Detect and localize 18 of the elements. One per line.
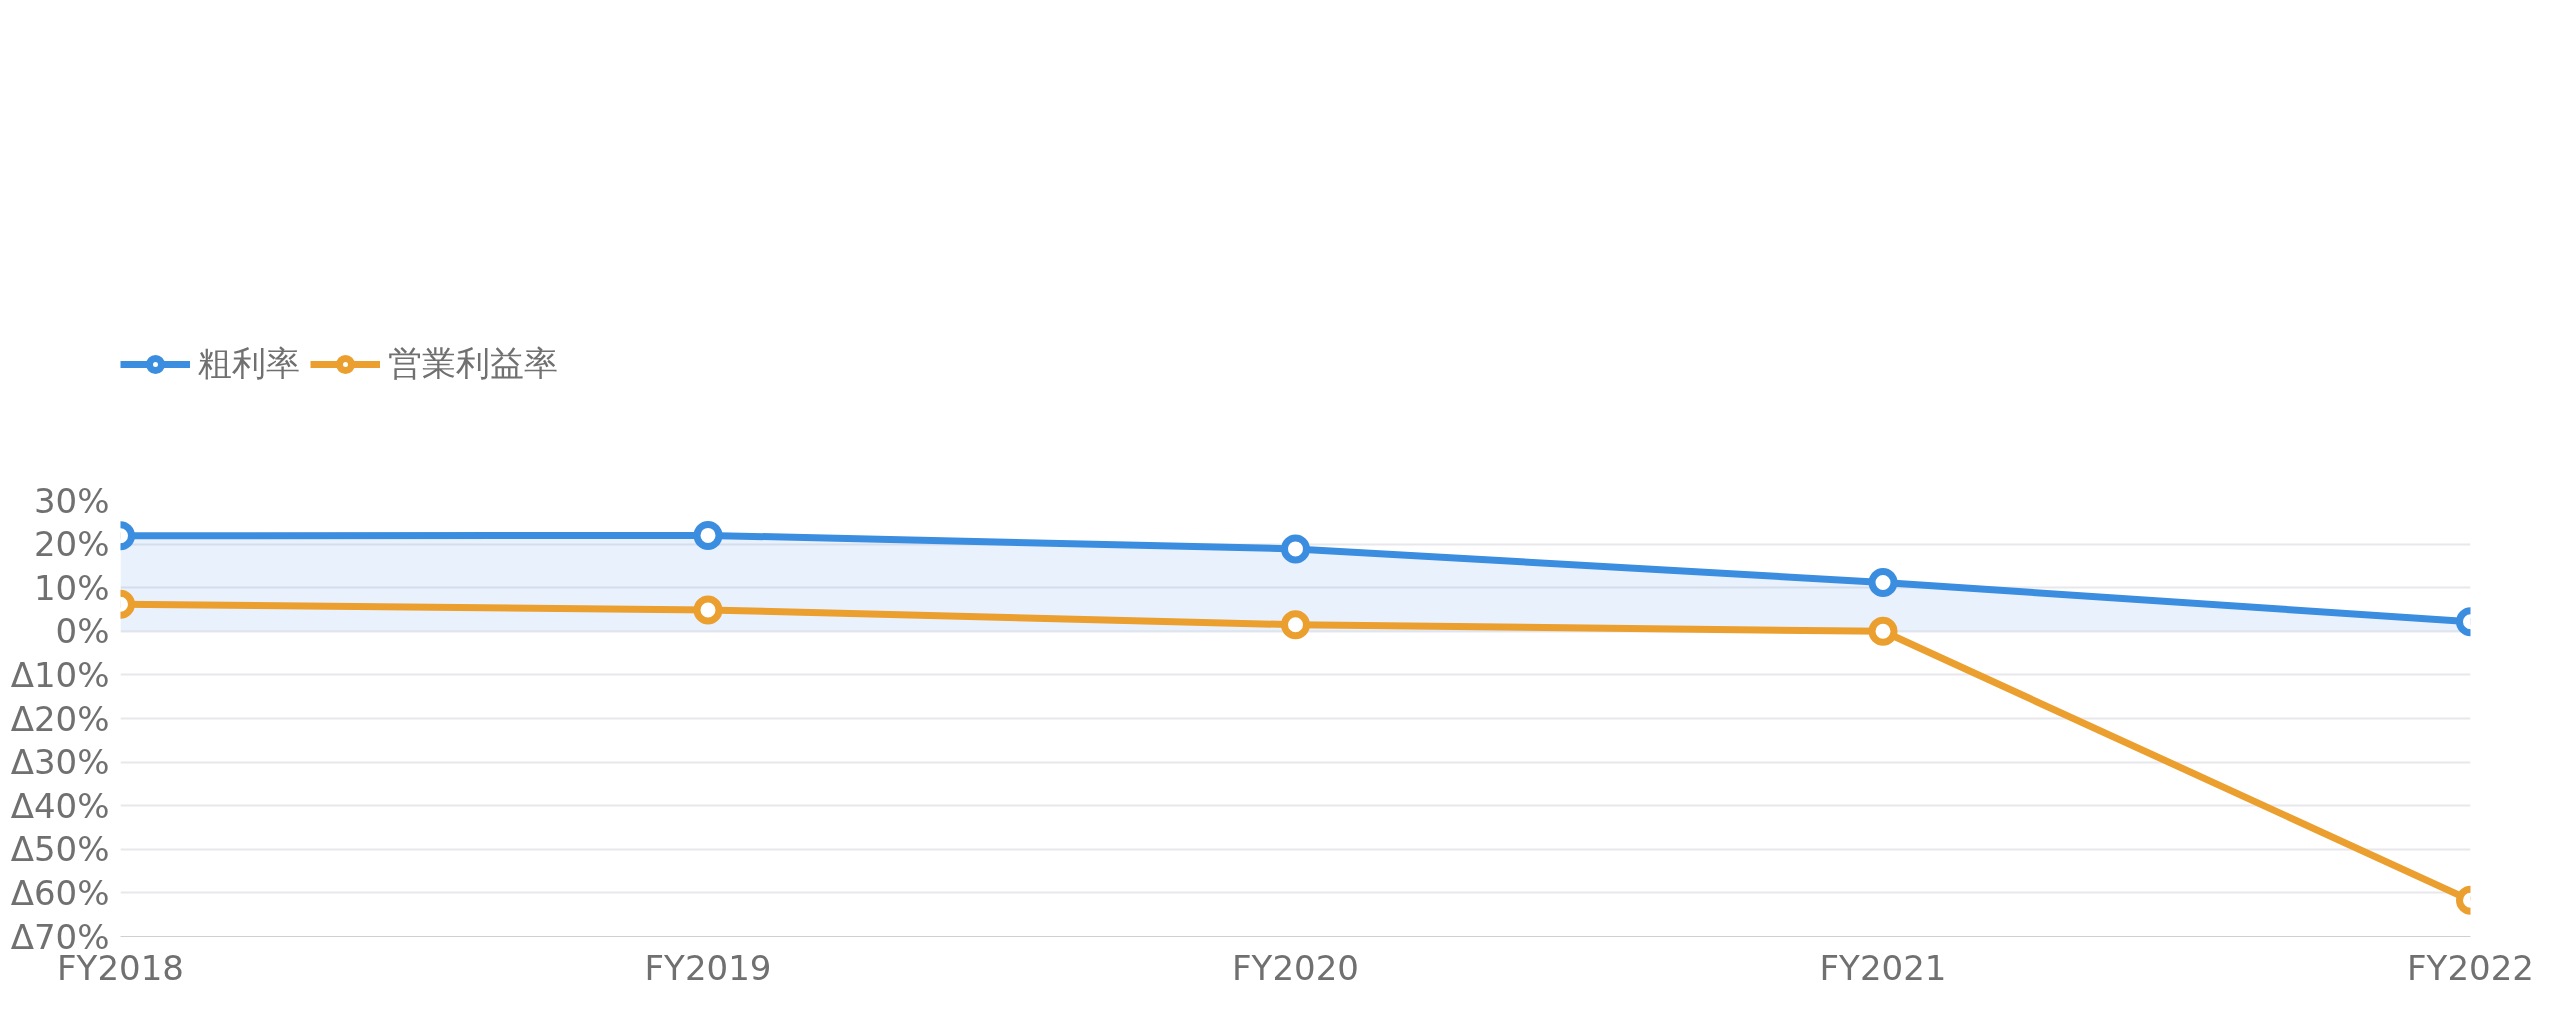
legend-label: 粗利率 xyxy=(198,341,300,385)
legend-label: 営業利益率 xyxy=(388,341,558,385)
x-tick-label: FY2021 xyxy=(1819,947,1947,988)
y-tick-label: 10% xyxy=(33,567,110,608)
x-tick-label: FY2022 xyxy=(2407,947,2534,988)
y-tick-label: 20% xyxy=(33,524,110,565)
x-tick-label: FY2019 xyxy=(644,947,772,988)
y-tick-label: Δ20% xyxy=(10,698,110,739)
point xyxy=(1281,534,1310,564)
x-tick-label: FY2020 xyxy=(1232,947,1359,988)
y-tick-label: Δ10% xyxy=(10,654,110,695)
y-tick-label: 0% xyxy=(55,611,110,652)
y-tick-label: Δ30% xyxy=(10,742,110,783)
point xyxy=(1281,610,1310,640)
y-tick-label: Δ60% xyxy=(10,872,110,913)
y-tick-label: Δ50% xyxy=(10,829,110,870)
y-tick-label: 30% xyxy=(33,480,110,521)
y-tick-label: Δ40% xyxy=(10,785,110,826)
